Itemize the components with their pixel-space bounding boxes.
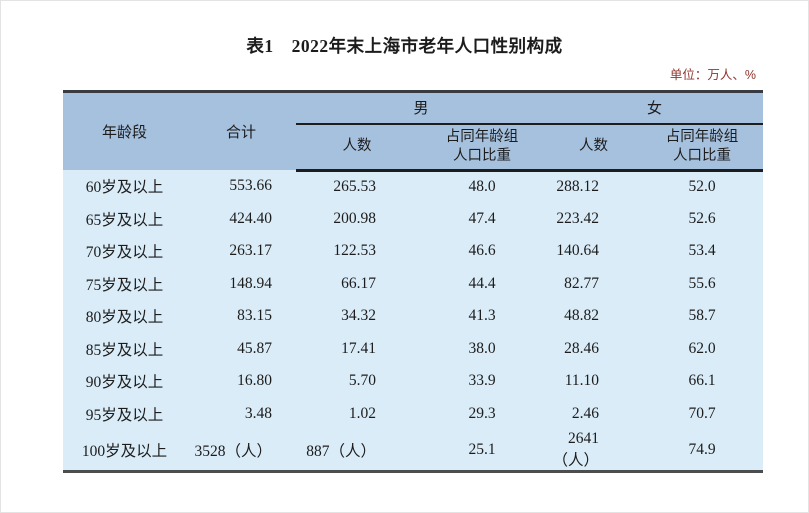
total-cell: 45.87 — [186, 332, 296, 365]
total-cell: 424.40 — [186, 202, 296, 235]
page-title: 表1 2022年末上海市老年人口性别构成 — [246, 36, 563, 56]
male-count-cell: 265.53 — [296, 170, 418, 203]
total-cell: 3.48 — [186, 397, 296, 430]
header-male-count: 人数 — [296, 124, 418, 172]
total-cell: 553.66 — [186, 170, 296, 203]
female-share-cell: 52.0 — [641, 170, 764, 203]
male-share-cell: 29.3 — [418, 397, 547, 430]
table-row: 80岁及以上 83.15 34.32 41.3 48.82 58.7 — [63, 300, 764, 333]
age-cell: 75岁及以上 — [63, 267, 186, 300]
male-count-cell: 66.17 — [296, 267, 418, 300]
female-share-cell: 53.4 — [641, 235, 764, 268]
share-label-line1: 占同年龄组 — [445, 128, 519, 145]
male-count-cell: 122.53 — [296, 235, 418, 268]
header-sub-row: 人数 占同年龄组人口比重 人数 占同年龄组人口比重 — [63, 124, 764, 172]
total-cell: 16.80 — [186, 365, 296, 398]
table-body: 60岁及以上 553.66 265.53 48.0 288.12 52.0 65… — [63, 170, 764, 472]
table-row: 75岁及以上 148.94 66.17 44.4 82.77 55.6 — [63, 267, 764, 300]
female-count-cell: 288.12 — [546, 170, 642, 203]
male-share-cell: 46.6 — [418, 235, 547, 268]
share-label-line2: 人口比重 — [673, 147, 732, 164]
total-cell: 3528（人） — [186, 430, 296, 472]
table-header: 年龄段 合计 男 女 人数 占同年龄组人口比重 人数 占同年龄组人口比重 — [63, 91, 764, 172]
age-cell: 85岁及以上 — [63, 332, 186, 365]
female-share-cell: 66.1 — [641, 365, 764, 398]
female-share-cell: 70.7 — [641, 397, 764, 430]
share-label-line2: 人口比重 — [453, 147, 511, 164]
header-male-share: 占同年龄组 人口比重 — [418, 124, 547, 172]
female-count-cell: 11.10 — [546, 365, 642, 398]
male-count-cell: 17.41 — [296, 332, 418, 365]
female-share-cell: 62.0 — [641, 332, 764, 365]
female-count-cell: 2641（人） — [546, 430, 642, 472]
header-female-count: 人数 — [546, 124, 642, 172]
male-count-cell: 200.98 — [296, 202, 418, 235]
male-count-cell: 34.32 — [296, 300, 418, 333]
male-share-cell: 41.3 — [418, 300, 547, 333]
age-cell: 70岁及以上 — [63, 235, 186, 268]
male-count-cell: 1.02 — [296, 397, 418, 430]
age-cell: 90岁及以上 — [63, 365, 186, 398]
female-count-cell: 48.82 — [546, 300, 642, 333]
header-total: 合计 — [186, 91, 296, 170]
header-female: 女 — [546, 91, 764, 125]
table-row: 90岁及以上 16.80 5.70 33.9 11.10 66.1 — [63, 365, 764, 398]
population-table: 年龄段 合计 男 女 人数 占同年龄组人口比重 人数 占同年龄组人口比重 60岁… — [63, 89, 764, 473]
male-share-cell: 25.1 — [418, 430, 547, 472]
male-share-cell: 33.9 — [418, 365, 547, 398]
male-count-cell: 887（人） — [296, 430, 418, 472]
female-share-cell: 55.6 — [641, 267, 764, 300]
female-share-cell: 74.9 — [641, 430, 764, 472]
age-cell: 60岁及以上 — [63, 170, 186, 203]
unit-note: 单位：万人、% — [669, 68, 756, 83]
male-share-cell: 44.4 — [418, 267, 547, 300]
table-row: 100岁及以上 3528（人） 887（人） 25.1 2641（人） 74.9 — [63, 430, 764, 472]
male-share-cell: 47.4 — [418, 202, 547, 235]
female-share-cell: 52.6 — [641, 202, 764, 235]
age-cell: 65岁及以上 — [63, 202, 186, 235]
header-group-row: 年龄段 合计 男 女 — [63, 91, 764, 170]
age-cell: 95岁及以上 — [63, 397, 186, 430]
female-count-cell: 140.64 — [546, 235, 642, 268]
female-count-cell: 223.42 — [546, 202, 642, 235]
total-cell: 263.17 — [186, 235, 296, 268]
total-cell: 83.15 — [186, 300, 296, 333]
female-count-cell: 2.46 — [546, 397, 642, 430]
table-row: 95岁及以上 3.48 1.02 29.3 2.46 70.7 — [63, 397, 764, 430]
table-row: 70岁及以上 263.17 122.53 46.6 140.64 53.4 — [63, 235, 764, 268]
table-row: 65岁及以上 424.40 200.98 47.4 223.42 52.6 — [63, 202, 764, 235]
table-row: 85岁及以上 45.87 17.41 38.0 28.46 62.0 — [63, 332, 764, 365]
female-share-cell: 58.7 — [641, 300, 764, 333]
female-count-cell: 28.46 — [546, 332, 642, 365]
age-cell: 80岁及以上 — [63, 300, 186, 333]
male-share-cell: 38.0 — [418, 332, 547, 365]
total-cell: 148.94 — [186, 267, 296, 300]
header-male: 男 — [296, 91, 547, 125]
share-label-line1: 占同年龄组 — [665, 128, 739, 145]
male-share-cell: 48.0 — [418, 170, 547, 203]
table-row: 60岁及以上 553.66 265.53 48.0 288.12 52.0 — [63, 170, 764, 203]
header-female-share: 占同年龄组 人口比重 — [641, 124, 764, 172]
male-count-cell: 5.70 — [296, 365, 418, 398]
age-cell: 100岁及以上 — [63, 430, 186, 472]
female-count-cell: 82.77 — [546, 267, 642, 300]
header-age-group: 年龄段 — [63, 91, 186, 170]
